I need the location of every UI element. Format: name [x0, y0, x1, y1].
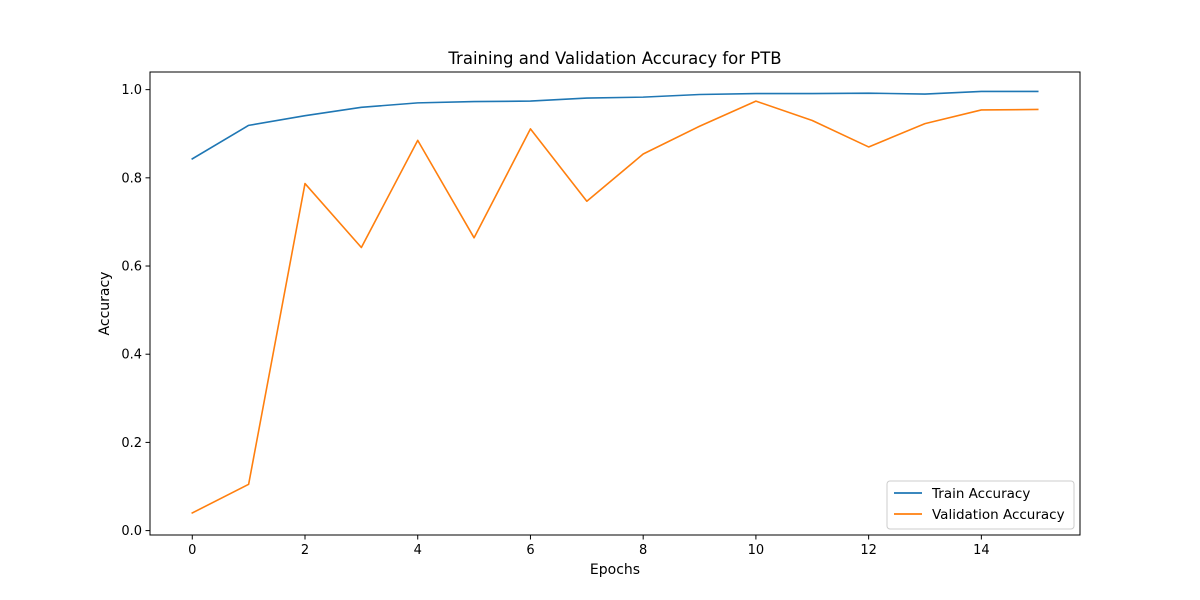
series-line-train-accuracy	[191, 90, 1039, 160]
y-tick-label: 0.0	[121, 524, 142, 539]
y-tick-label: 0.6	[121, 260, 142, 275]
y-tick-label: 0.4	[121, 348, 142, 363]
x-tick-label: 12	[860, 543, 877, 558]
x-tick-label: 4	[414, 543, 422, 558]
y-tick-label: 1.0	[121, 83, 142, 98]
legend: Train Accuracy Validation Accuracy	[886, 480, 1075, 530]
x-tick-label: 14	[973, 543, 990, 558]
series-line-validation-accuracy	[191, 100, 1039, 515]
x-tick-label: 6	[526, 543, 534, 558]
x-tick-label: 10	[748, 543, 765, 558]
x-axis-label: Epochs	[590, 562, 640, 578]
y-axis-label: Accuracy	[97, 272, 113, 336]
legend-entry-label: Train Accuracy	[931, 486, 1030, 502]
x-tick-label: 8	[639, 543, 647, 558]
legend-entry-label: Validation Accuracy	[932, 507, 1065, 523]
legend-box	[886, 480, 1075, 530]
y-tick-label: 0.2	[121, 436, 142, 451]
x-tick-label: 0	[188, 543, 196, 558]
chart-title: Training and Validation Accuracy for PTB	[447, 49, 781, 68]
y-tick-label: 0.8	[121, 171, 142, 186]
x-tick-label: 2	[301, 543, 309, 558]
plot-frame	[149, 71, 1081, 536]
